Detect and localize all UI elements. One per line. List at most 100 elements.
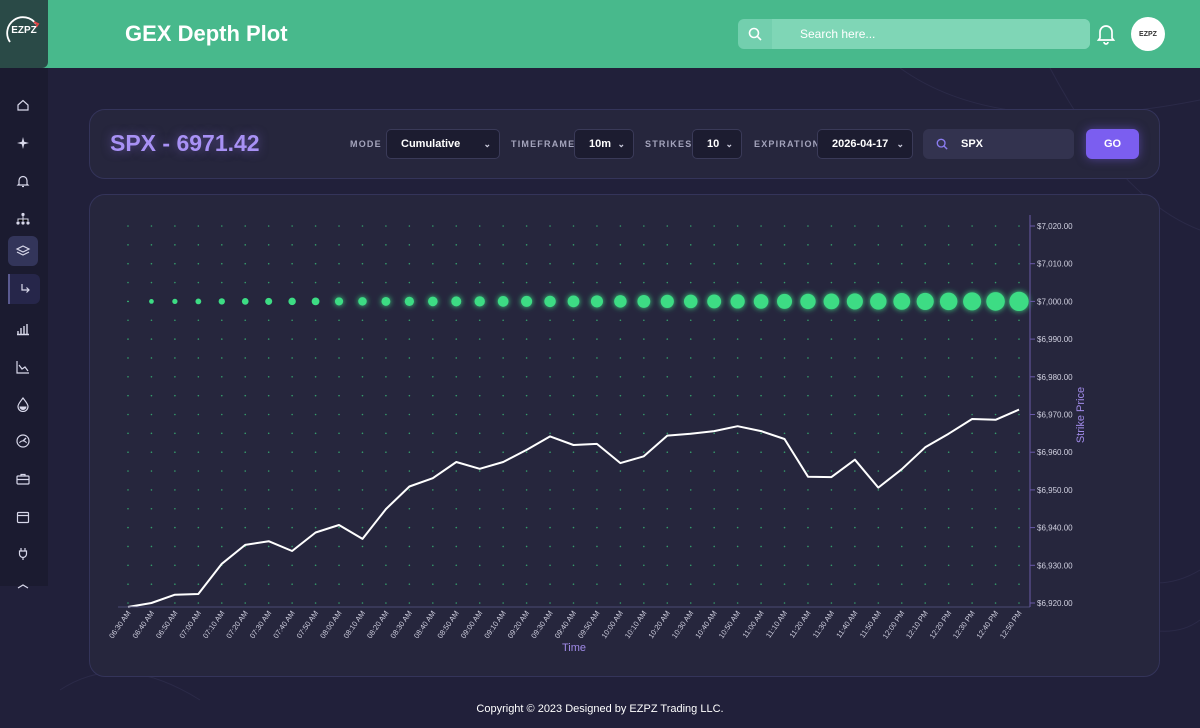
timeframe-select[interactable]: 10m ⌄ [574, 129, 634, 159]
gex-point [338, 526, 340, 529]
gex-bubble [172, 298, 178, 305]
gex-point [244, 432, 247, 435]
avatar[interactable]: EZPZ [1131, 17, 1165, 51]
gex-point [971, 489, 973, 491]
gex-bubble [544, 295, 556, 308]
sidebar-item-bell[interactable] [8, 166, 38, 196]
notification-bell-icon[interactable] [1094, 21, 1118, 50]
gex-point [150, 394, 153, 397]
gex-point [197, 244, 200, 246]
gex-point [619, 526, 622, 529]
go-button[interactable]: GO [1086, 129, 1139, 159]
gex-point [877, 244, 880, 246]
gex-point [267, 526, 270, 529]
gex-point [174, 225, 176, 227]
gex-point [994, 602, 997, 604]
x-tick-label: 10:40 AM [693, 609, 719, 640]
gex-point [525, 413, 528, 416]
gex-point [783, 451, 786, 454]
gex-point [971, 262, 973, 265]
logo[interactable]: EZPZ [0, 0, 48, 68]
gex-point [596, 413, 598, 416]
strikes-select[interactable]: 10 ⌄ [692, 129, 742, 159]
gex-point [502, 526, 504, 529]
sidebar-item-plug[interactable] [8, 539, 38, 569]
gex-point [432, 564, 434, 567]
gex-bubble [893, 293, 911, 310]
gex-bubble [381, 296, 391, 306]
expiration-select[interactable]: 2026-04-17 ⌄ [817, 129, 913, 159]
gex-point [549, 470, 551, 472]
gex-point [971, 470, 973, 472]
gex-point [877, 583, 880, 585]
gex-point [760, 338, 762, 340]
gex-point [267, 376, 270, 378]
gex-point [783, 244, 786, 246]
gex-point [174, 470, 176, 472]
gex-point [666, 451, 669, 454]
gex-point [432, 357, 434, 359]
gex-point [666, 545, 669, 548]
gex-bubble [334, 297, 344, 306]
gex-point [1018, 583, 1020, 585]
sidebar-item-sparkle[interactable] [8, 128, 38, 158]
gex-point [244, 376, 247, 378]
gex-point [666, 583, 669, 585]
gex-point [619, 564, 622, 567]
gex-point [1018, 507, 1020, 510]
gex-point [432, 413, 434, 416]
sidebar-item-briefcase[interactable] [8, 464, 38, 494]
sidebar-item-drop[interactable] [8, 389, 38, 419]
gex-point [408, 451, 411, 454]
gex-point [291, 281, 293, 284]
mode-select[interactable]: Cumulative ⌄ [386, 129, 500, 159]
gex-point [736, 432, 739, 435]
gex-point [947, 602, 950, 604]
sidebar-item-gauge[interactable] [8, 426, 38, 456]
gex-point [643, 602, 645, 604]
gex-point [314, 545, 317, 548]
bar-chart-icon [17, 324, 29, 336]
x-tick-label: 10:50 AM [717, 609, 743, 640]
sidebar-item-unknown[interactable] [8, 572, 38, 602]
symbol-input[interactable]: SPX [923, 129, 1074, 159]
search-icon[interactable] [738, 19, 772, 49]
gex-point [525, 262, 528, 265]
gex-point [432, 281, 434, 284]
gex-point [619, 470, 622, 472]
gex-point [572, 244, 575, 246]
sidebar-item-trend-chart[interactable] [8, 352, 38, 382]
gex-point [619, 507, 622, 510]
gex-point [854, 413, 856, 416]
gex-point [994, 281, 997, 284]
sidebar-item-bar-chart[interactable] [8, 314, 38, 344]
gex-point [971, 319, 973, 322]
gex-point [736, 394, 739, 397]
gex-point [596, 470, 598, 472]
gex-point [760, 319, 762, 322]
x-tick-label: 07:10 AM [201, 609, 227, 640]
sidebar-item-layers[interactable] [8, 236, 38, 266]
sidebar-item-home[interactable] [8, 90, 38, 120]
gex-point [549, 357, 551, 359]
gex-point [338, 376, 340, 378]
sidebar-item-calendar[interactable] [8, 502, 38, 532]
gex-point [900, 507, 903, 510]
gex-point [408, 545, 411, 548]
sidebar-item-sub-arrow[interactable] [8, 274, 40, 304]
sidebar-item-hierarchy[interactable] [8, 204, 38, 234]
x-tick-label: 09:50 AM [576, 609, 602, 640]
gex-point [338, 432, 340, 435]
gex-point [830, 319, 833, 322]
gex-point [150, 451, 153, 454]
search-bar[interactable] [738, 19, 1090, 49]
search-input[interactable] [772, 19, 1090, 49]
gex-point [1018, 244, 1020, 246]
gex-point [361, 564, 364, 567]
gex-point [291, 413, 293, 416]
gex-point [596, 376, 598, 378]
gex-point [830, 244, 833, 246]
gex-point [736, 244, 739, 246]
gex-point [807, 602, 809, 604]
gex-point [877, 413, 880, 416]
